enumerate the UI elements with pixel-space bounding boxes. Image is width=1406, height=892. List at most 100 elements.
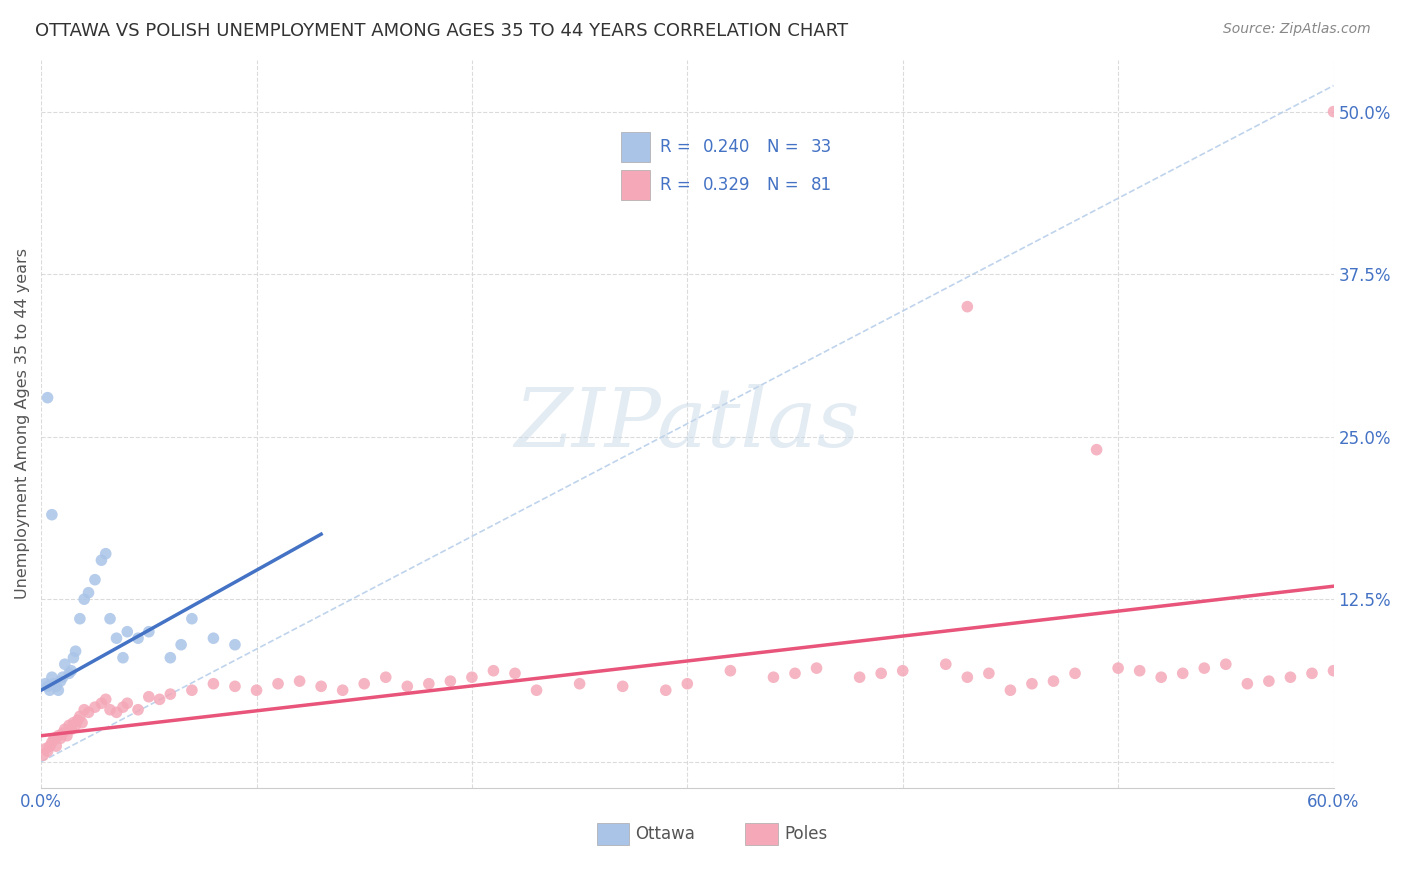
Point	[105, 706, 128, 720]
Point	[1322, 664, 1344, 678]
Point	[783, 666, 806, 681]
Point	[870, 666, 893, 681]
Point	[60, 723, 83, 737]
Point	[34, 677, 56, 691]
Point	[1171, 666, 1194, 681]
FancyBboxPatch shape	[621, 170, 650, 201]
Point	[332, 683, 354, 698]
Point	[1000, 683, 1022, 698]
Text: R =: R =	[659, 137, 696, 155]
Text: 0.240: 0.240	[703, 137, 749, 155]
Point	[1021, 677, 1043, 691]
Point	[180, 612, 202, 626]
FancyBboxPatch shape	[596, 822, 628, 845]
Point	[69, 612, 91, 626]
Point	[806, 661, 828, 675]
Point	[117, 624, 139, 639]
Point	[956, 670, 979, 684]
Point	[267, 677, 290, 691]
Point	[34, 741, 56, 756]
Point	[37, 744, 59, 758]
Point	[73, 703, 96, 717]
Text: OTTAWA VS POLISH UNEMPLOYMENT AMONG AGES 35 TO 44 YEARS CORRELATION CHART: OTTAWA VS POLISH UNEMPLOYMENT AMONG AGES…	[35, 22, 848, 40]
Point	[1129, 664, 1152, 678]
Point	[127, 703, 149, 717]
Point	[655, 683, 678, 698]
Point	[1085, 442, 1108, 457]
Point	[49, 731, 72, 746]
Point	[70, 715, 93, 730]
Point	[1107, 661, 1129, 675]
Point	[568, 677, 591, 691]
Point	[676, 677, 699, 691]
Point	[149, 692, 172, 706]
Point	[58, 666, 80, 681]
Point	[38, 683, 60, 698]
Text: 33: 33	[811, 137, 832, 155]
Point	[41, 735, 63, 749]
Point	[90, 553, 112, 567]
Point	[482, 664, 505, 678]
Point	[62, 715, 84, 730]
Point	[37, 679, 59, 693]
Text: N =: N =	[768, 177, 804, 194]
Point	[848, 670, 870, 684]
Point	[1150, 670, 1173, 684]
Point	[439, 674, 461, 689]
Point	[77, 585, 100, 599]
Point	[56, 729, 79, 743]
Text: Ottawa: Ottawa	[636, 824, 696, 843]
Point	[46, 729, 69, 743]
Point	[66, 713, 89, 727]
Point	[73, 592, 96, 607]
Point	[32, 748, 55, 763]
Point	[45, 679, 67, 693]
Point	[1322, 104, 1344, 119]
Text: 0.329: 0.329	[703, 177, 751, 194]
Point	[41, 508, 63, 522]
Point	[60, 664, 83, 678]
Point	[1279, 670, 1302, 684]
Point	[935, 657, 957, 672]
Point	[309, 679, 332, 693]
Point	[956, 300, 979, 314]
Point	[353, 677, 375, 691]
Point	[170, 638, 193, 652]
Point	[98, 703, 121, 717]
Point	[288, 674, 311, 689]
Point	[202, 631, 225, 645]
Point	[69, 709, 91, 723]
Point	[38, 739, 60, 753]
Point	[46, 683, 69, 698]
Point	[111, 700, 134, 714]
Y-axis label: Unemployment Among Ages 35 to 44 years: Unemployment Among Ages 35 to 44 years	[15, 248, 30, 599]
Point	[202, 677, 225, 691]
Point	[526, 683, 548, 698]
Point	[84, 700, 107, 714]
Point	[718, 664, 741, 678]
FancyBboxPatch shape	[745, 822, 778, 845]
Point	[503, 666, 526, 681]
Point	[138, 624, 160, 639]
Text: R =: R =	[659, 177, 696, 194]
Point	[224, 679, 246, 693]
Text: Source: ZipAtlas.com: Source: ZipAtlas.com	[1223, 22, 1371, 37]
Point	[1236, 677, 1258, 691]
Point	[41, 670, 63, 684]
Text: ZIPatlas: ZIPatlas	[515, 384, 860, 464]
Point	[52, 726, 75, 740]
Point	[461, 670, 484, 684]
Point	[65, 718, 87, 732]
Point	[90, 696, 112, 710]
Point	[45, 739, 67, 753]
Point	[224, 638, 246, 652]
Point	[180, 683, 202, 698]
Point	[612, 679, 634, 693]
Point	[159, 650, 181, 665]
Point	[138, 690, 160, 704]
FancyBboxPatch shape	[621, 132, 650, 161]
Point	[94, 692, 117, 706]
Text: N =: N =	[768, 137, 804, 155]
Point	[418, 677, 440, 691]
Point	[127, 631, 149, 645]
